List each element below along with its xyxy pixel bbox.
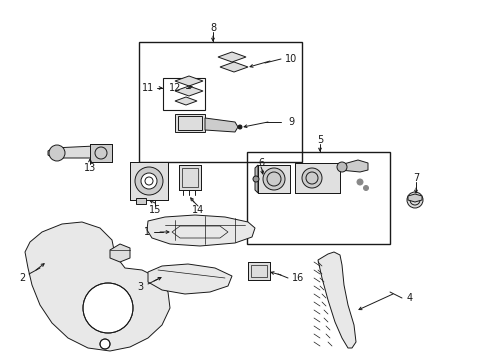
Text: 15: 15	[148, 205, 161, 215]
Polygon shape	[317, 252, 355, 348]
Bar	[179, 165, 201, 190]
Bar	[250, 265, 266, 277]
Bar	[294, 163, 339, 193]
Circle shape	[363, 185, 368, 190]
Circle shape	[263, 168, 285, 190]
Circle shape	[252, 176, 259, 182]
Bar	[258, 165, 289, 193]
Bar	[139, 42, 302, 162]
Circle shape	[83, 283, 133, 333]
Bar	[90, 144, 112, 162]
Polygon shape	[25, 222, 170, 351]
Polygon shape	[407, 194, 421, 202]
Text: 9: 9	[287, 117, 293, 127]
Text: 16: 16	[291, 273, 304, 283]
Text: 4: 4	[406, 293, 412, 303]
Polygon shape	[110, 244, 130, 262]
Bar	[130, 162, 168, 200]
Polygon shape	[175, 86, 203, 96]
Bar	[258, 165, 289, 193]
Text: 14: 14	[191, 205, 203, 215]
Bar	[178, 116, 202, 130]
Circle shape	[141, 173, 157, 189]
Text: 10: 10	[285, 54, 297, 64]
Bar	[163, 78, 204, 110]
Text: 11: 11	[142, 83, 154, 93]
Circle shape	[406, 192, 422, 208]
Bar	[90, 144, 112, 162]
Circle shape	[100, 339, 110, 349]
Circle shape	[302, 168, 321, 188]
Text: 6: 6	[257, 158, 264, 168]
Polygon shape	[175, 76, 203, 86]
Bar	[247, 262, 269, 280]
Text: 13: 13	[84, 163, 96, 173]
Text: 3: 3	[137, 282, 143, 292]
Text: 8: 8	[209, 23, 216, 33]
Circle shape	[49, 145, 65, 161]
Polygon shape	[48, 146, 100, 158]
Polygon shape	[147, 215, 254, 246]
Polygon shape	[204, 118, 238, 132]
Polygon shape	[339, 160, 367, 172]
Bar	[179, 165, 201, 190]
Text: 2: 2	[19, 273, 25, 283]
Circle shape	[135, 167, 163, 195]
Polygon shape	[254, 165, 258, 193]
Bar	[136, 198, 146, 204]
Text: 12: 12	[168, 83, 181, 93]
Bar	[130, 162, 168, 200]
Circle shape	[238, 125, 242, 129]
Circle shape	[336, 162, 346, 172]
Polygon shape	[175, 97, 197, 105]
Bar	[247, 262, 269, 280]
Text: 1: 1	[143, 227, 150, 237]
Text: 7: 7	[412, 173, 418, 183]
Bar	[246, 152, 389, 244]
Polygon shape	[218, 52, 245, 62]
Bar	[182, 168, 198, 187]
Polygon shape	[220, 62, 247, 72]
Polygon shape	[148, 264, 231, 294]
Bar	[294, 163, 339, 193]
Circle shape	[356, 179, 362, 185]
Bar	[175, 114, 204, 132]
Text: 5: 5	[316, 135, 323, 145]
